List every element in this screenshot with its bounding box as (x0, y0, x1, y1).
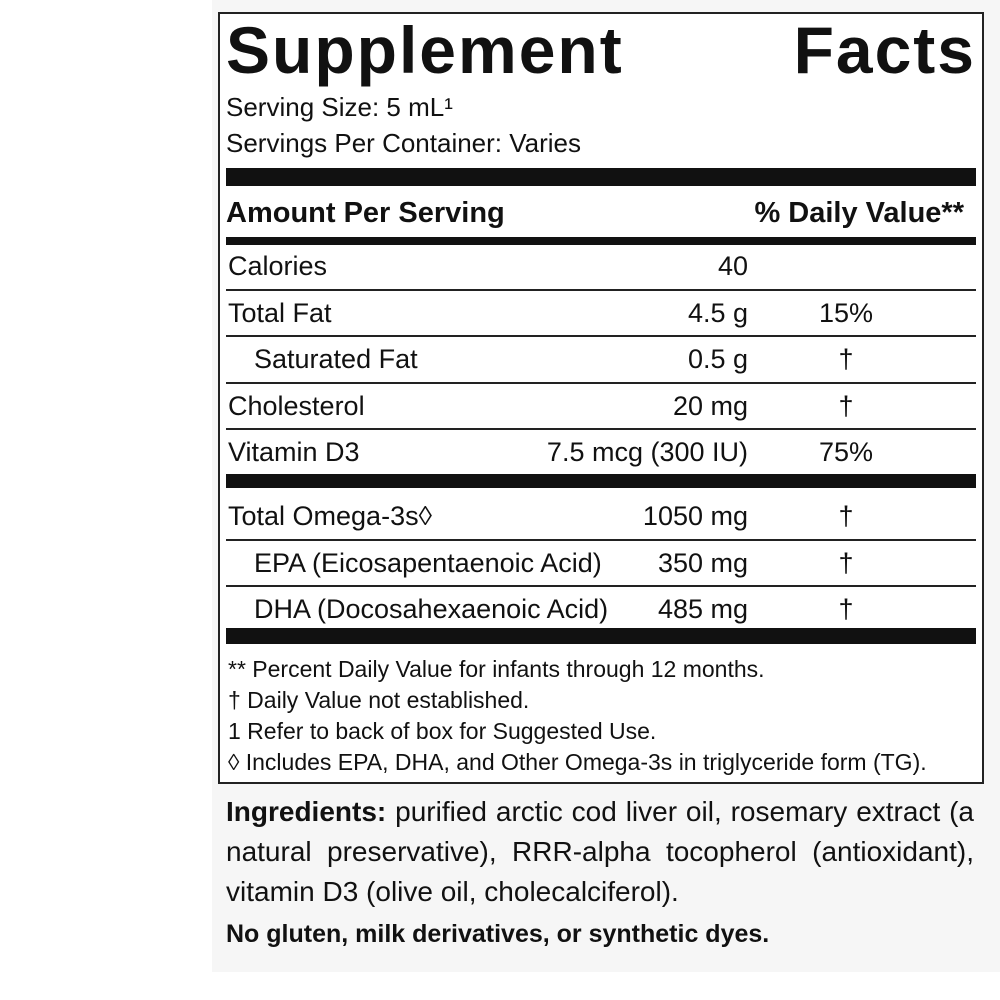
row-rule (226, 538, 976, 541)
daily-value: † (838, 501, 854, 531)
daily-value: † (838, 547, 854, 578)
row-rule (226, 428, 976, 430)
daily-value: † (838, 390, 854, 421)
nutrient-name: Calories (228, 251, 328, 281)
nutrient-amount: 485 mg (657, 594, 748, 624)
nutrient-name: Cholesterol (228, 390, 365, 421)
footnote: 1 Refer to back of box for Suggested Use… (228, 718, 657, 744)
amount-header: Amount Per Serving (226, 197, 505, 229)
ingredients-text: purified arctic cod liver oil, rosemary … (226, 796, 975, 907)
free-from: No gluten, milk derivatives, or syntheti… (226, 920, 770, 948)
daily-value: † (838, 594, 854, 624)
footnote: ◊ Includes EPA, DHA, and Other Omega-3s … (228, 749, 927, 775)
serving-size: Serving Size: 5 mL¹ (226, 92, 453, 122)
footnote: ** Percent Daily Value for infants throu… (228, 656, 765, 682)
nutrient-amount: 1050 mg (642, 501, 748, 531)
row-rule (226, 288, 976, 291)
nutrient-name: Saturated Fat (254, 344, 418, 374)
nutrient-amount: 350 mg (657, 547, 748, 578)
nutrient-amount: 20 mg (672, 390, 748, 421)
nutrient-amount: 4.5 g (687, 297, 748, 328)
thick-rule (226, 628, 976, 644)
daily-value: 15% (818, 297, 874, 328)
row-rule (226, 585, 976, 587)
row-rule (226, 381, 976, 384)
facts-box (218, 12, 984, 784)
thick-rule (226, 474, 976, 488)
servings-per-container: Servings Per Container: Varies (226, 128, 582, 158)
ingredients-label: Ingredients: (226, 796, 387, 827)
ingredients: Ingredients: purified arctic cod liver o… (226, 792, 974, 912)
nutrient-amount: 7.5 mcg (300 IU) (546, 437, 748, 467)
daily-value: † (838, 344, 854, 374)
daily-value-header: % Daily Value** (754, 197, 964, 229)
footnote: † Daily Value not established. (228, 687, 530, 713)
thick-rule (226, 168, 976, 186)
medium-rule (226, 237, 976, 245)
nutrient-name: Vitamin D3 (228, 437, 360, 467)
nutrient-amount: 0.5 g (687, 344, 748, 374)
daily-value: 75% (818, 437, 874, 467)
title: Supplement Facts (226, 13, 976, 87)
nutrient-name: Total Fat (228, 297, 332, 328)
nutrient-name: DHA (Docosahexaenoic Acid) (254, 594, 609, 624)
nutrient-name: EPA (Eicosapentaenoic Acid) (254, 547, 602, 578)
nutrient-amount: 40 (717, 251, 748, 281)
nutrient-name: Total Omega-3s◊ (228, 501, 432, 531)
row-rule (226, 335, 976, 337)
